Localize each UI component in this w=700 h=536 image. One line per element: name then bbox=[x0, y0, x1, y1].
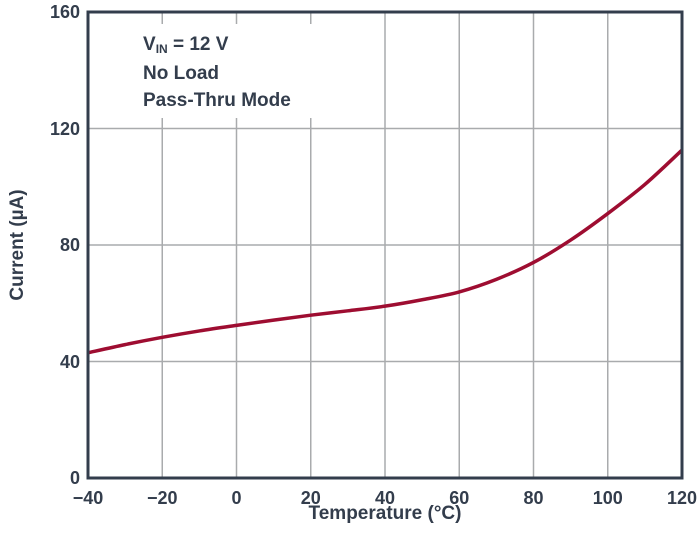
x-axis-title: Temperature (°C) bbox=[308, 503, 462, 524]
y-tick-label: 120 bbox=[49, 118, 80, 139]
x-tick-label: 120 bbox=[666, 488, 698, 508]
annotation-line: Pass-Thru Mode bbox=[143, 87, 291, 114]
x-tick-label: 80 bbox=[523, 488, 544, 508]
annotation-line: VIN = 12 V bbox=[143, 31, 291, 60]
annotation-line: No Load bbox=[143, 60, 291, 87]
y-tick-label: 80 bbox=[59, 235, 80, 255]
x-tick-label: 40 bbox=[374, 488, 396, 508]
y-tick-label: 0 bbox=[69, 468, 80, 488]
plot-frame bbox=[86, 10, 684, 480]
y-tick-label: 40 bbox=[59, 351, 80, 372]
data-curve bbox=[87, 148, 684, 355]
annotation-text: = 12 V bbox=[167, 34, 229, 55]
x-tick-label: −40 bbox=[72, 488, 104, 508]
x-tick-label: 60 bbox=[449, 488, 470, 508]
annotation-subscript: IN bbox=[155, 42, 168, 56]
annotation-mask bbox=[115, 24, 325, 118]
annotation-text: Pass-Thru Mode bbox=[143, 90, 291, 111]
annotation-text: No Load bbox=[143, 63, 219, 84]
y-axis-title: Current (µA) bbox=[7, 189, 28, 301]
x-tick-label: 20 bbox=[300, 488, 321, 508]
x-tick-label: 0 bbox=[231, 488, 242, 508]
chart-conditions-annotation: VIN = 12 V No Load Pass-Thru Mode bbox=[143, 31, 291, 114]
x-tick-label: 100 bbox=[592, 488, 623, 508]
annotation-text: V bbox=[143, 34, 156, 55]
x-tick-label: −20 bbox=[146, 488, 178, 508]
y-tick-label: 160 bbox=[49, 2, 80, 22]
